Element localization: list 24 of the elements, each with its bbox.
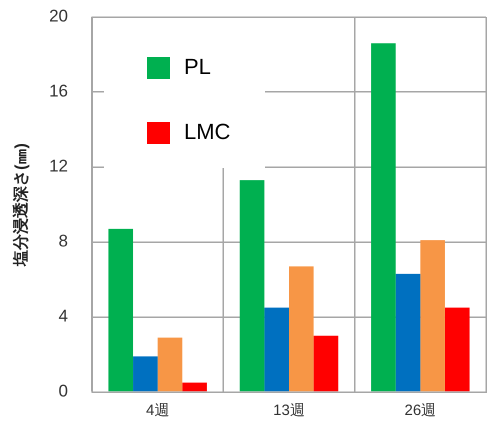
x-tick-label: 13週 — [273, 402, 305, 420]
legend-label: PL — [184, 54, 211, 80]
y-tick-label: 8 — [58, 232, 68, 251]
y-tick-label: 12 — [49, 156, 68, 176]
y-tick-label: 16 — [49, 82, 68, 101]
x-tick-label: 26週 — [404, 402, 436, 420]
y-tick-label: 4 — [58, 306, 68, 326]
bar — [182, 382, 207, 392]
bar — [264, 308, 289, 392]
x-tick-label: 4週 — [146, 402, 170, 420]
bar — [371, 43, 396, 392]
bar — [289, 266, 314, 392]
legend-label: LMC — [184, 119, 231, 144]
y-tick-label: 20 — [49, 6, 68, 26]
bar — [396, 274, 420, 392]
y-tick-label: 0 — [58, 382, 68, 401]
bar — [108, 228, 134, 392]
bar — [158, 338, 182, 392]
bar — [240, 180, 264, 392]
bar — [420, 240, 445, 392]
bar — [444, 308, 470, 392]
bar — [314, 336, 338, 392]
y-axis-title: 塩分浸透深さ(㎜) — [12, 143, 30, 267]
bar — [133, 356, 158, 392]
